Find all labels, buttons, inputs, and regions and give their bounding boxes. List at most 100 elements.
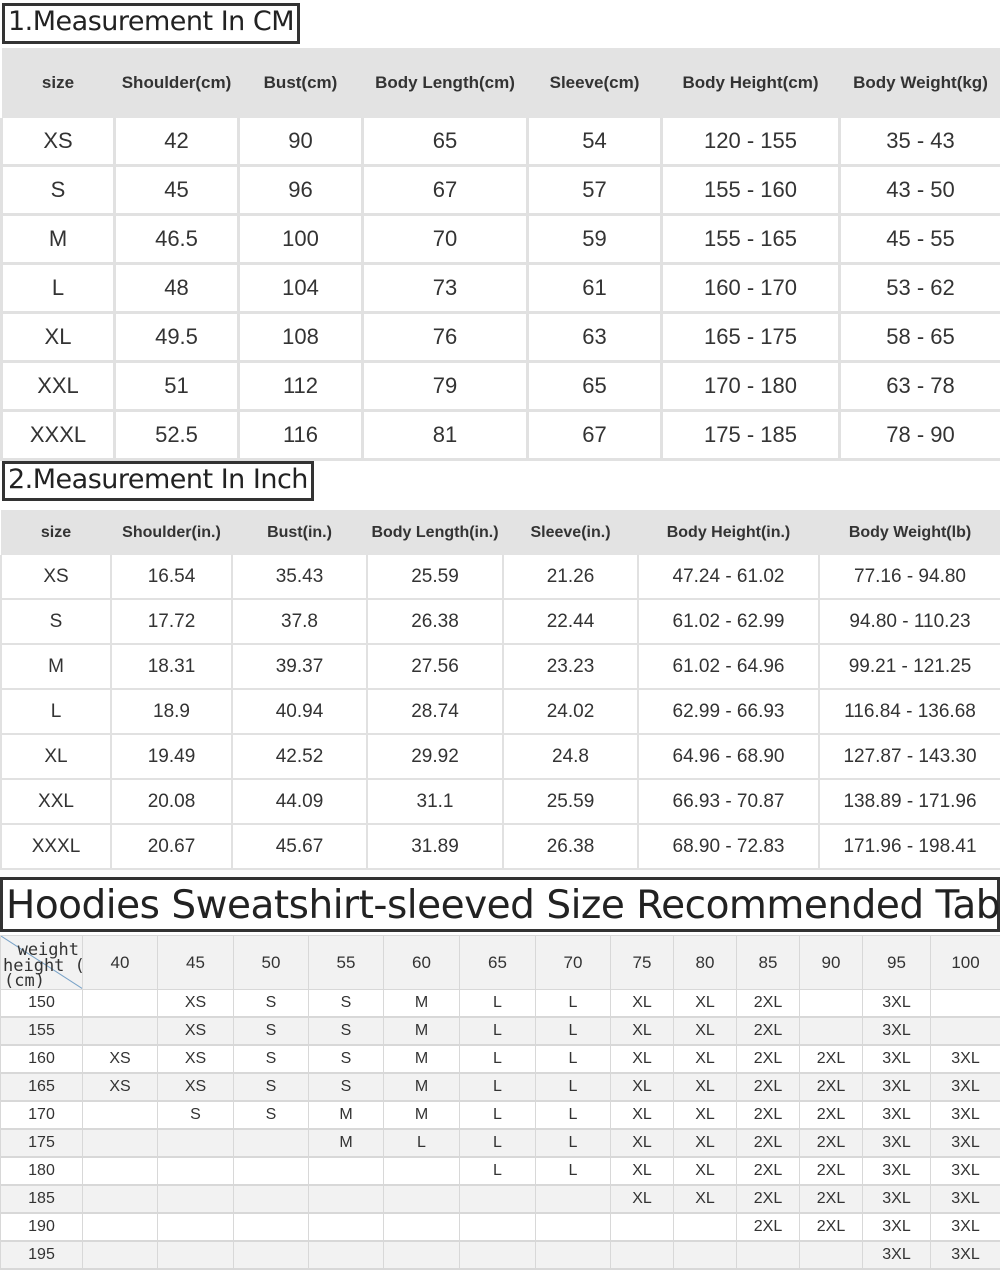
table-cell: 79 (361, 361, 529, 412)
table-cell: 155 - 165 (660, 214, 841, 265)
column-header: Body Length(in.) (367, 510, 503, 555)
row-header-cell: 175 (0, 1128, 83, 1158)
table-row: XXXL 52.5 116 81 67 175 - 185 78 - 90 (0, 410, 1000, 461)
row-header-cell: M (0, 644, 112, 690)
column-header: Bust(in.) (232, 510, 367, 555)
table-row: XXXL 20.67 45.67 31.89 26.38 68.90 - 72.83 171… (0, 824, 1000, 870)
table-cell: 3XL (862, 1072, 931, 1102)
table-cell: S (308, 1044, 384, 1074)
table-cell (930, 1016, 1000, 1046)
row-header-cell: 180 (0, 1156, 83, 1186)
table-cell: 22.44 (502, 599, 639, 645)
table-cell (233, 1156, 309, 1186)
column-header: 45 (157, 935, 234, 990)
table-cell: 2XL (799, 1100, 863, 1130)
table-cell: L (459, 989, 536, 1018)
table-cell: 2XL (736, 1044, 800, 1074)
table-cell: XS (82, 1044, 158, 1074)
table-row: 155 XS S S M L L XL XL 2XL 3XL (0, 1016, 1000, 1046)
table-cell: 3XL (862, 1240, 931, 1270)
table-cell: 31.89 (366, 824, 504, 870)
row-header-cell: L (0, 689, 112, 735)
table-cell: L (535, 1016, 611, 1046)
table-cell: 3XL (930, 1128, 1000, 1158)
table-cell: 77.16 - 94.80 (818, 555, 1000, 600)
header-row: size Shoulder(cm) Bust(cm) Body Length(cm) S… (1, 48, 1000, 118)
table-cell: S (233, 989, 309, 1018)
table-cell (308, 1156, 384, 1186)
column-header: Sleeve(cm) (527, 48, 662, 118)
table-cell: 26.38 (366, 599, 504, 645)
table-cell: 20.67 (110, 824, 233, 870)
table-cell (157, 1156, 234, 1186)
table-cell: 171.96 - 198.41 (818, 824, 1000, 870)
table-cell: 17.72 (110, 599, 233, 645)
table-cell: 96 (237, 165, 364, 216)
row-header-cell: XXXL (0, 410, 116, 461)
table-cell: 3XL (862, 1044, 931, 1074)
row-header-cell: XL (0, 734, 112, 780)
table-cell: XL (610, 989, 674, 1018)
row-header-cell: 170 (0, 1100, 83, 1130)
table-cell: 73 (361, 263, 529, 314)
table-row: 165 XS XS S S M L L XL XL 2XL 2XL 3XL 3XL (0, 1072, 1000, 1102)
column-header: 80 (673, 935, 737, 990)
column-header: Shoulder(cm) (114, 48, 239, 118)
table-cell: XL (610, 1100, 674, 1130)
diagonal-divider (1, 936, 82, 989)
table-cell: L (535, 989, 611, 1018)
row-header-cell: S (0, 599, 112, 645)
row-header-cell: 160 (0, 1044, 83, 1074)
table-cell (157, 1240, 234, 1270)
table-cell: M (383, 989, 460, 1018)
row-header-cell: XXL (0, 361, 116, 412)
column-header: 55 (308, 935, 384, 990)
table-cell: 66.93 - 70.87 (637, 779, 820, 825)
table-row: M 18.31 39.37 27.56 23.23 61.02 - 64.96 99.21 … (0, 644, 1000, 690)
inch-size-table: size Shoulder(in.) Bust(in.) Body Length(in… (0, 510, 1000, 870)
table-cell: 61.02 - 62.99 (637, 599, 820, 645)
table-cell (82, 1184, 158, 1214)
table-cell (82, 1240, 158, 1270)
table-cell: 63 (526, 312, 663, 363)
table-cell: 42 (113, 118, 240, 167)
table-cell: 104 (237, 263, 364, 314)
table-cell: 2XL (799, 1044, 863, 1074)
table-row: 185 XL XL 2XL 2XL 3XL 3XL (0, 1184, 1000, 1214)
table-cell (82, 1128, 158, 1158)
table-cell (535, 1212, 611, 1242)
table-cell: 3XL (862, 989, 931, 1018)
table-row: XL 19.49 42.52 29.92 24.8 64.96 - 68.90 127.87… (0, 734, 1000, 780)
table-cell: 67 (361, 165, 529, 216)
row-header-cell: S (0, 165, 116, 216)
table-cell: XL (673, 989, 737, 1018)
table-cell: 16.54 (110, 555, 233, 600)
table-cell (610, 1240, 674, 1270)
table-cell: 39.37 (231, 644, 368, 690)
table-cell (799, 989, 863, 1018)
table-cell (673, 1212, 737, 1242)
table-cell: 2XL (736, 1016, 800, 1046)
row-header-cell: 185 (0, 1184, 83, 1214)
table-cell (82, 1156, 158, 1186)
table-cell: 46.5 (113, 214, 240, 265)
table-cell: 64.96 - 68.90 (637, 734, 820, 780)
row-header-cell: XXL (0, 779, 112, 825)
table-cell (82, 1016, 158, 1046)
table-cell: XL (610, 1072, 674, 1102)
table-cell: 3XL (862, 1212, 931, 1242)
column-header: size (1, 510, 111, 555)
table-cell (233, 1128, 309, 1158)
row-header-cell: L (0, 263, 116, 314)
table-cell: 68.90 - 72.83 (637, 824, 820, 870)
table-row: S 17.72 37.8 26.38 22.44 61.02 - 62.99 94.80 -… (0, 599, 1000, 645)
table-cell: M (308, 1128, 384, 1158)
table-cell: 27.56 (366, 644, 504, 690)
table-cell: 116 (237, 410, 364, 461)
table-cell (930, 989, 1000, 1018)
cm-table-title: 1.Measurement In CM (2, 3, 301, 44)
table-cell: XL (673, 1128, 737, 1158)
table-cell: 127.87 - 143.30 (818, 734, 1000, 780)
table-cell: 51 (113, 361, 240, 412)
table-cell: 20.08 (110, 779, 233, 825)
